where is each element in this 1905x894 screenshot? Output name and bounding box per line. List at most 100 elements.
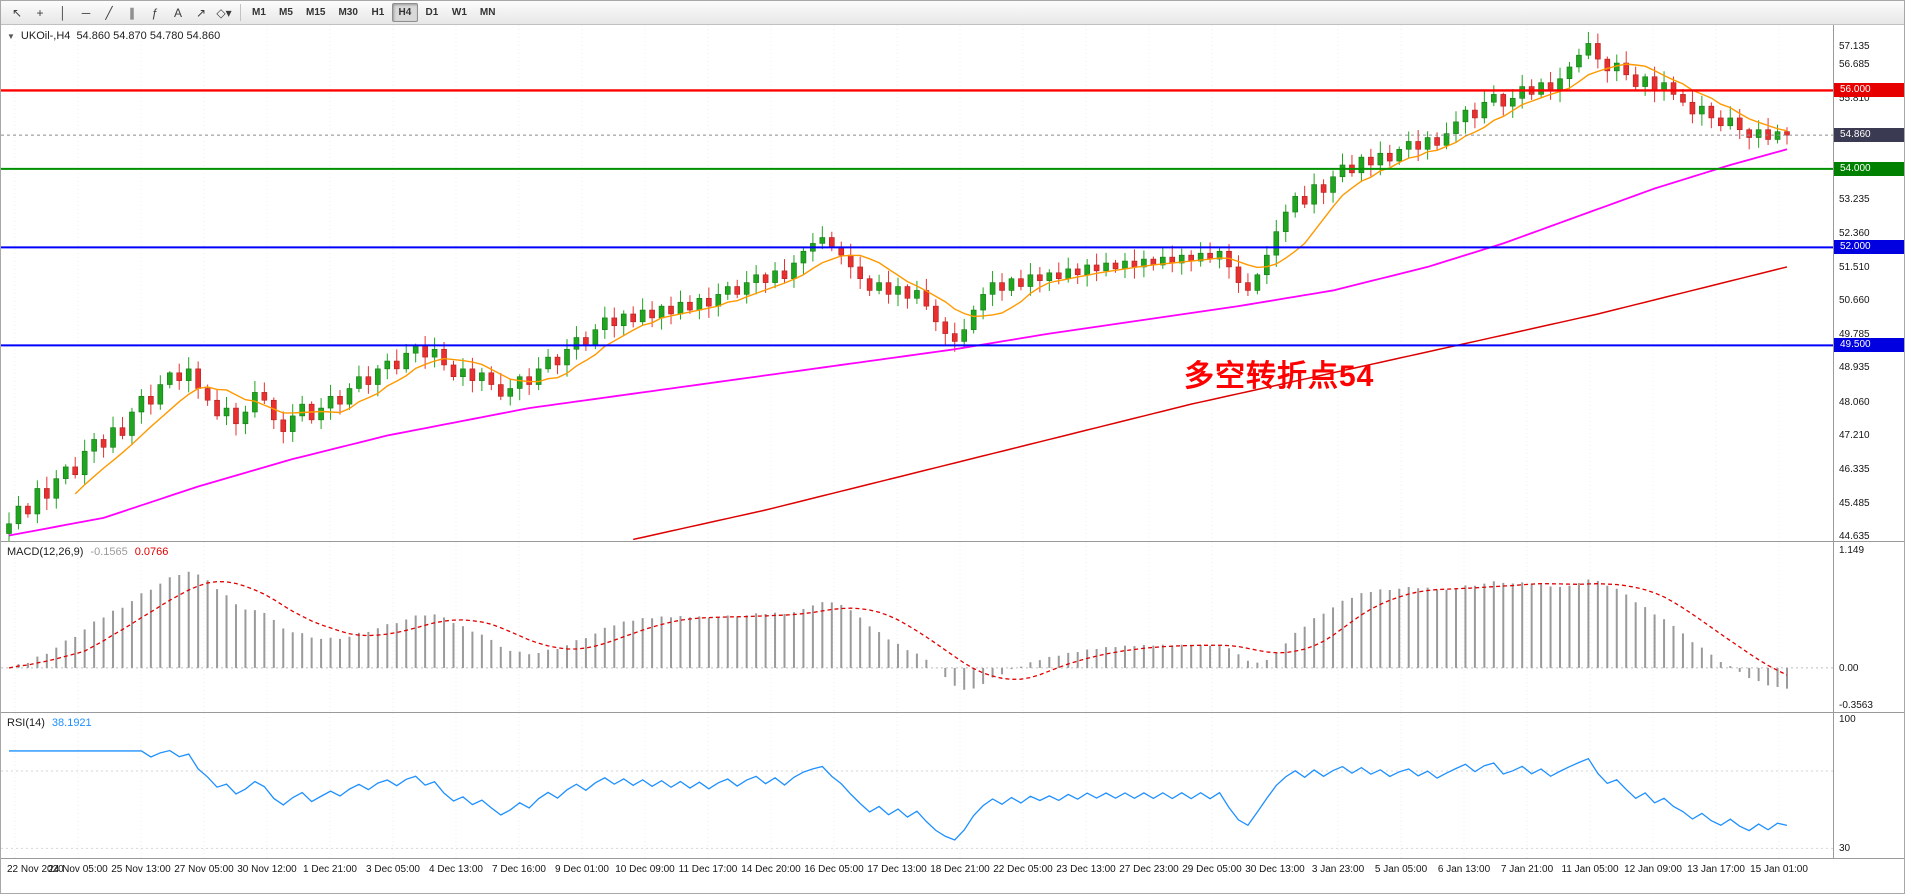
- candle: [1008, 278, 1015, 291]
- timeframe-m30-button[interactable]: M30: [332, 3, 363, 22]
- rsi-line: [9, 749, 1788, 841]
- timeframe-d1-button[interactable]: D1: [419, 3, 445, 22]
- candle: [1131, 260, 1138, 268]
- price-tick-label: 51.510: [1839, 261, 1870, 273]
- candle: [327, 396, 334, 409]
- candle: [356, 376, 362, 389]
- candle: [119, 427, 126, 436]
- fibonacci-tool-button[interactable]: ƒ: [144, 3, 166, 23]
- vertical-line-tool-button[interactable]: │: [52, 3, 74, 23]
- macd-axis-label: -0.3563: [1839, 700, 1873, 712]
- price-tick-label: 50.660: [1839, 294, 1870, 306]
- text-tool-button[interactable]: A: [167, 3, 189, 23]
- price-axis-separator: [1833, 25, 1834, 858]
- symbol-collapse-icon[interactable]: ▼: [7, 31, 15, 41]
- arrow-object-tool-button[interactable]: ↗: [190, 3, 212, 23]
- time-axis-label: 1 Dec 21:00: [303, 864, 357, 875]
- candle: [649, 309, 655, 319]
- candle: [1623, 62, 1630, 76]
- rsi-axis-label: 30: [1839, 843, 1851, 855]
- candle: [1339, 164, 1346, 178]
- timeframe-mn-button[interactable]: MN: [474, 3, 502, 22]
- timeframe-w1-button[interactable]: W1: [446, 3, 473, 22]
- candle: [431, 348, 438, 358]
- candle: [1481, 101, 1488, 119]
- shapes-tool-button[interactable]: ◇▾: [213, 3, 235, 23]
- time-axis-label: 27 Dec 23:00: [1119, 864, 1179, 875]
- price-chart-canvas[interactable]: [1, 25, 1833, 541]
- candle: [44, 488, 50, 499]
- timeframe-m5-button[interactable]: M5: [273, 3, 299, 22]
- candle: [204, 388, 211, 401]
- candle: [696, 297, 703, 311]
- candle: [1604, 58, 1611, 72]
- rsi-panel-canvas[interactable]: [1, 713, 1833, 858]
- macd-panel-canvas[interactable]: [1, 542, 1833, 712]
- candle: [1689, 101, 1696, 115]
- candle: [1462, 109, 1469, 123]
- time-axis-label: 30 Dec 13:00: [1245, 864, 1305, 875]
- candle: [1084, 264, 1090, 276]
- cursor-tool-button[interactable]: ↖: [6, 3, 28, 23]
- candle: [450, 364, 457, 378]
- equidistant-channel-icon: ∥: [129, 5, 135, 20]
- candle: [630, 313, 636, 323]
- time-axis-label: 24 Nov 05:00: [48, 864, 108, 875]
- candle: [384, 360, 391, 370]
- timeframe-m15-button[interactable]: M15: [300, 3, 331, 22]
- candle: [176, 372, 183, 381]
- candle: [800, 250, 807, 264]
- time-axis-label: 22 Nov 2020: [7, 864, 64, 875]
- rsi-indicator-label: RSI(14) 38.1921: [7, 717, 92, 729]
- crosshair-tool-button[interactable]: +: [29, 3, 51, 23]
- candle: [488, 372, 495, 385]
- candle: [904, 286, 911, 299]
- candle: [223, 407, 230, 417]
- panel-separator[interactable]: [1, 712, 1904, 713]
- time-axis-label: 25 Nov 13:00: [111, 864, 171, 875]
- trendline-tool-button[interactable]: ╱: [98, 3, 120, 23]
- timeframe-m1-button[interactable]: M1: [246, 3, 272, 22]
- candle: [819, 237, 826, 244]
- candle: [299, 403, 305, 417]
- candle: [1074, 268, 1081, 276]
- candle: [1538, 82, 1544, 95]
- time-axis-label: 10 Dec 09:00: [615, 864, 675, 875]
- time-axis-label: 3 Jan 23:00: [1311, 864, 1365, 875]
- price-tick-label: 45.485: [1839, 497, 1870, 509]
- candle: [1065, 268, 1072, 279]
- candle: [1093, 264, 1100, 272]
- time-axis-label: 11 Dec 17:00: [678, 864, 738, 875]
- candle: [1311, 184, 1317, 205]
- price-tick-label: 57.135: [1839, 40, 1870, 52]
- price-badge: 54.000: [1834, 161, 1904, 176]
- candle: [1557, 78, 1563, 91]
- candle: [1368, 156, 1374, 166]
- candle: [762, 274, 769, 283]
- timeframe-h1-button[interactable]: H1: [365, 3, 391, 22]
- candle: [1736, 117, 1743, 130]
- macd-signal-line: [8, 580, 1788, 681]
- candle: [1632, 74, 1639, 87]
- candle: [185, 368, 192, 381]
- candle: [724, 286, 731, 295]
- candle: [403, 352, 410, 370]
- chart-text-annotation[interactable]: 多空转折点54: [1184, 360, 1375, 393]
- time-axis-label: 6 Jan 13:00: [1437, 864, 1491, 875]
- vertical-line-icon: │: [59, 5, 67, 20]
- timeframe-h4-button[interactable]: H4: [391, 3, 418, 22]
- panel-separator[interactable]: [1, 541, 1904, 542]
- horizontal-line-tool-button[interactable]: ─: [75, 3, 97, 23]
- price-badge: 49.500: [1834, 338, 1904, 353]
- candle: [658, 305, 665, 319]
- equidistant-channel-tool-button[interactable]: ∥: [121, 3, 143, 23]
- time-axis-label: 7 Jan 21:00: [1500, 864, 1554, 875]
- time-axis-label: 14 Dec 20:00: [741, 864, 801, 875]
- candle: [573, 337, 580, 350]
- toolbar-separator: [240, 4, 241, 21]
- candle: [1160, 256, 1166, 266]
- toolbar: ↖ + │ ─ ╱ ∥ ƒ A ↗ ◇▾ M1 M5 M15 M30 H1 H4 D1 W1 MN: [1, 1, 1904, 25]
- candle: [289, 415, 296, 432]
- horizontal-line-icon: ─: [81, 5, 91, 20]
- shapes-icon: ◇▾: [216, 5, 232, 20]
